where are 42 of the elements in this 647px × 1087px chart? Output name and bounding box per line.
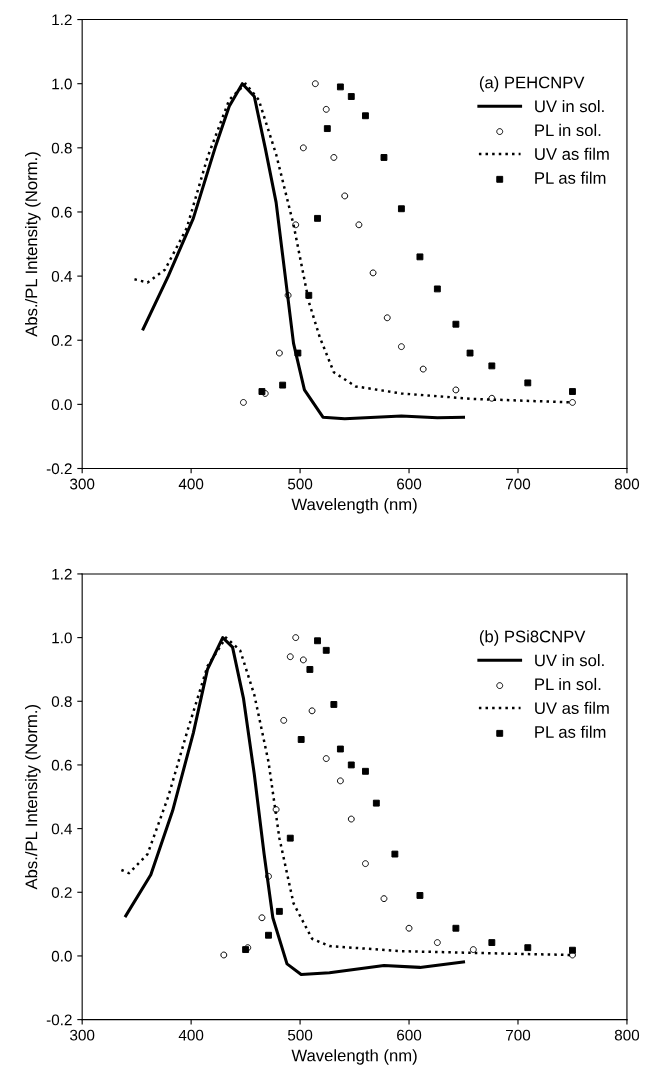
y-tick-label: 0.4 — [51, 823, 72, 835]
y-tick-label: 1.2 — [52, 14, 72, 26]
legend-label: PL as film — [535, 171, 606, 184]
x-tick-label: 400 — [178, 478, 204, 490]
y-tick-label: 0.6 — [51, 759, 72, 771]
legend-label: PL in sol. — [535, 123, 601, 137]
x-tick-label: 700 — [506, 478, 531, 490]
x-tick-label: 300 — [70, 478, 95, 490]
y-tick-label: 1.2 — [52, 568, 72, 580]
y-tick-label: 1.0 — [52, 632, 72, 644]
legend-label: UV as film — [535, 147, 609, 160]
y-axis-title: Abs./PL Intensity (Norm.) — [25, 152, 41, 337]
y-tick-label: -0.2 — [46, 1014, 72, 1026]
y-tick-label: 0.8 — [51, 696, 72, 707]
legend-title: (b) PSi8CNPV — [479, 630, 586, 646]
x-tick-label: 800 — [614, 478, 640, 490]
y-tick-label: 0.8 — [51, 142, 72, 154]
y-tick-label: 0.0 — [51, 950, 72, 962]
x-tick-label: 600 — [397, 1029, 422, 1041]
legend-label: PL as film — [535, 725, 606, 738]
x-tick-label: 500 — [287, 478, 313, 490]
legend-title: (a) PEHCNPV — [479, 76, 585, 92]
x-tick-label: 400 — [178, 1029, 204, 1041]
y-tick-label: -0.2 — [46, 463, 72, 475]
y-tick-label: 0.2 — [51, 887, 72, 898]
x-tick-label: 700 — [506, 1029, 531, 1041]
x-tick-label: 600 — [397, 478, 422, 490]
y-tick-label: 0.4 — [51, 270, 72, 282]
x-tick-label: 800 — [614, 1029, 640, 1041]
legend-label: PL in sol. — [535, 677, 601, 691]
y-tick-label: 0.0 — [51, 399, 72, 411]
x-tick-label: 500 — [287, 1029, 313, 1041]
y-tick-label: 0.2 — [51, 335, 72, 346]
x-tick-label: 300 — [70, 1029, 95, 1041]
y-tick-label: 0.6 — [51, 206, 72, 218]
y-tick-label: 1.0 — [52, 78, 72, 90]
legend-label: UV in sol. — [535, 100, 604, 113]
x-axis-title: Wavelength (nm) — [291, 1049, 417, 1065]
legend-label: UV in sol. — [535, 654, 604, 667]
legend-label: UV as film — [535, 701, 609, 715]
x-axis-title: Wavelength (nm) — [291, 498, 417, 514]
y-axis-title: Abs./PL Intensity (Norm.) — [25, 705, 41, 890]
